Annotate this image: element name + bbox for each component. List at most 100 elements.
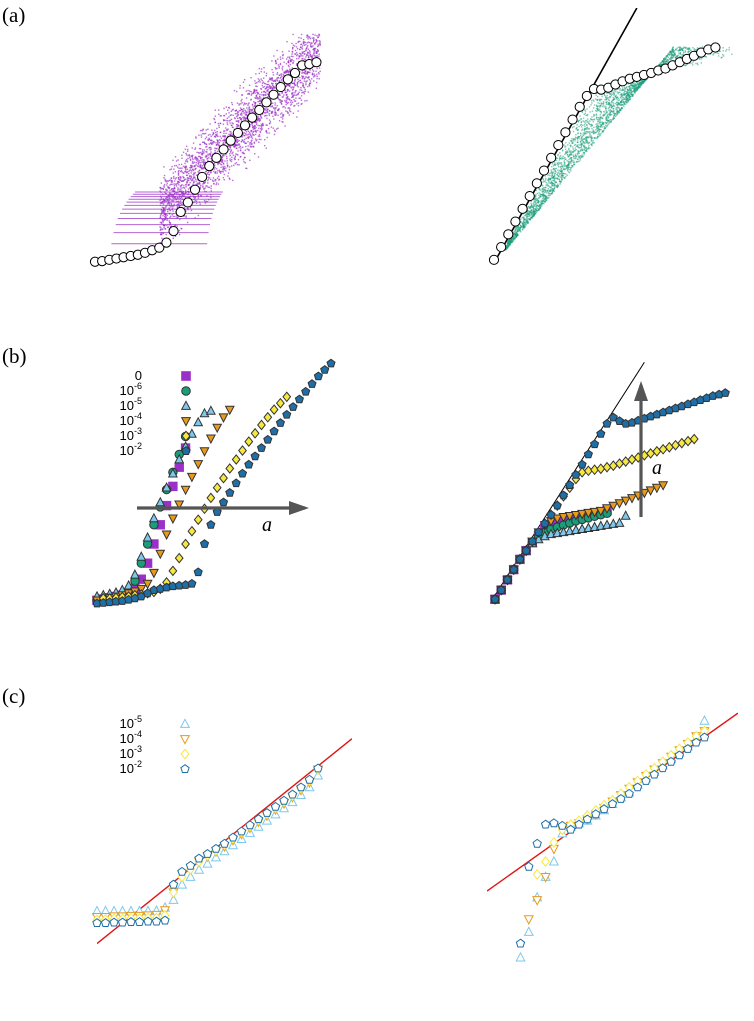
cloud-dot xyxy=(514,236,517,239)
cloud-dot xyxy=(570,139,573,142)
cloud-dot xyxy=(310,42,312,44)
cloud-dot xyxy=(194,157,196,160)
cloud-dot xyxy=(248,148,250,151)
cloud-dot xyxy=(623,86,626,89)
cloud-dot xyxy=(256,118,258,120)
cloud-dot xyxy=(248,137,250,139)
cloud-dot xyxy=(229,147,232,149)
cloud-dot xyxy=(242,158,245,161)
cloud-dot xyxy=(314,42,317,44)
cloud-dot xyxy=(171,214,173,216)
cloud-dot xyxy=(307,56,310,59)
cloud-dot xyxy=(294,53,297,55)
cloud-dot xyxy=(590,131,593,133)
cloud-dot xyxy=(199,203,201,205)
cloud-dot xyxy=(245,145,247,148)
cloud-dot xyxy=(226,157,228,160)
cloud-dot xyxy=(538,208,540,211)
cloud-dot xyxy=(539,201,542,203)
cloud-dot xyxy=(234,109,237,112)
cloud-dot xyxy=(162,188,164,190)
cloud-dot xyxy=(577,129,579,131)
cloud-dot xyxy=(506,246,509,248)
cloud-dot xyxy=(214,131,217,134)
cloud-dot xyxy=(306,42,308,44)
cloud-dot xyxy=(261,79,263,82)
cloud-dot xyxy=(547,184,549,186)
cloud-dot xyxy=(261,128,263,130)
cloud-dot xyxy=(567,166,570,169)
cloud-dot xyxy=(190,175,192,177)
cloud-dot xyxy=(217,139,219,142)
cloud-dot xyxy=(553,187,556,189)
cloud-dot xyxy=(679,46,681,48)
cloud-dot xyxy=(172,172,174,174)
cloud-dot xyxy=(518,230,520,232)
cloud-dot xyxy=(201,152,203,155)
cloud-dot xyxy=(627,85,630,88)
cloud-dot xyxy=(566,154,569,156)
cloud-dot xyxy=(261,93,263,96)
cloud-dot xyxy=(261,105,264,107)
cloud-dot xyxy=(635,88,637,91)
cloud-dot xyxy=(169,209,171,211)
cloud-dot xyxy=(582,149,584,151)
cloud-dot xyxy=(619,94,621,96)
cloud-dot xyxy=(171,208,173,211)
cloud-dot xyxy=(254,92,256,94)
cloud-dot xyxy=(582,142,584,144)
cloud-dot xyxy=(659,62,662,64)
cloud-dot xyxy=(593,113,595,116)
cloud-dot xyxy=(193,201,195,203)
cloud-dot xyxy=(606,112,608,114)
cloud-dot xyxy=(581,136,583,139)
cloud-dot xyxy=(564,146,566,148)
cloud-dot xyxy=(236,153,238,156)
cloud-dot xyxy=(309,55,312,57)
cloud-dot xyxy=(189,169,192,171)
cloud-dot xyxy=(258,127,260,130)
cloud-dot xyxy=(160,202,163,204)
cloud-dot xyxy=(181,198,184,201)
cloud-dot xyxy=(178,205,181,208)
cloud-dot xyxy=(618,99,621,101)
cloud-dot xyxy=(256,104,259,106)
cloud-dot xyxy=(630,95,633,97)
cloud-dot xyxy=(581,129,583,132)
cloud-dot xyxy=(217,142,219,144)
cloud-dot xyxy=(306,34,308,36)
cloud-dot xyxy=(519,224,522,226)
cloud-dot xyxy=(316,52,318,54)
cloud-dot xyxy=(254,80,256,82)
cloud-dot xyxy=(616,111,618,113)
cloud-dot xyxy=(281,118,284,120)
cloud-dot xyxy=(168,224,171,226)
cloud-dot xyxy=(307,85,309,88)
cloud-dot xyxy=(582,140,585,143)
cloud-dot xyxy=(214,180,216,182)
cloud-dot xyxy=(199,183,201,185)
cloud-dot xyxy=(543,191,546,194)
cloud-dot xyxy=(284,107,287,109)
cloud-dot xyxy=(521,216,524,219)
cloud-dot xyxy=(166,219,168,221)
panel-label-a: (a) xyxy=(2,3,25,27)
cloud-dot xyxy=(305,82,307,84)
cloud-dot xyxy=(552,168,554,171)
cloud-dot xyxy=(535,200,537,202)
cloud-dot xyxy=(312,41,315,43)
cloud-dot xyxy=(540,204,542,206)
cloud-dot xyxy=(201,141,204,143)
cloud-dot xyxy=(542,202,544,204)
cloud-dot xyxy=(672,48,675,51)
cloud-dot xyxy=(244,142,247,144)
cloud-dot xyxy=(258,133,261,136)
cloud-dot xyxy=(180,227,182,230)
cloud-dot xyxy=(290,99,293,102)
cloud-dot xyxy=(222,162,225,164)
cloud-dot xyxy=(629,87,632,90)
cloud-dot xyxy=(257,116,259,118)
cloud-dot xyxy=(548,189,550,191)
cloud-dot xyxy=(165,197,167,200)
cloud-dot xyxy=(198,152,200,154)
